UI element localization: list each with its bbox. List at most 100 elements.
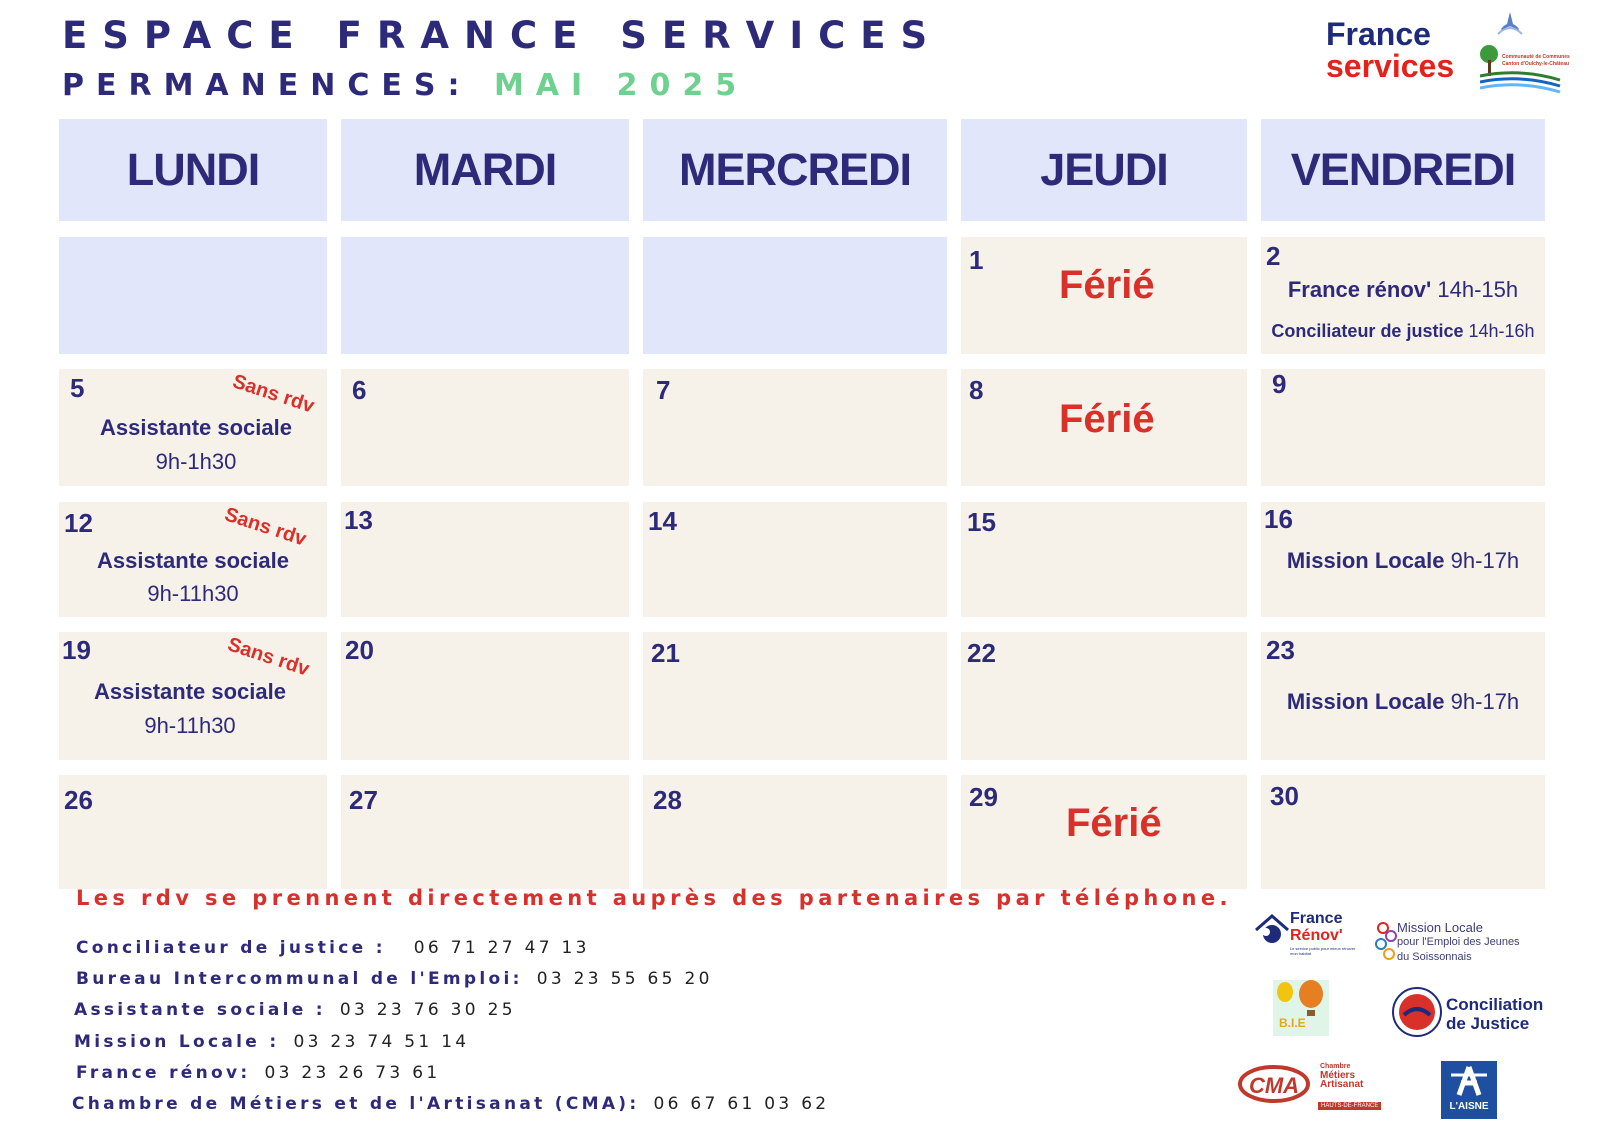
contact-label: Assistante sociale :: [74, 1000, 326, 1020]
day-cell-12: 12 Sans rdv Assistante sociale 9h-11h30: [59, 502, 327, 617]
page-subtitle: PERMANENCES: MAI 2025: [62, 68, 748, 103]
event-name: Assistante sociale: [100, 415, 292, 440]
day-cell-15: 15: [961, 502, 1247, 617]
event-hours: 9h-17h: [1450, 689, 1520, 714]
aisne-logo: L'AISNE: [1441, 1061, 1497, 1119]
france-services-logo: France services: [1326, 18, 1454, 82]
event-hours: 9h-1h30: [155, 449, 237, 474]
contact-label: Bureau Intercommunal de l'Emploi:: [76, 969, 523, 989]
day-number: 14: [648, 506, 677, 536]
day-number: 12: [64, 508, 93, 538]
cma-line1: Chambre: [1320, 1063, 1351, 1070]
subtitle-month: MAI 2025: [493, 68, 749, 103]
contact-phone: 06 71 27 47 13: [413, 938, 590, 958]
day-number: 22: [967, 638, 996, 668]
event-conciliateur: Conciliateur de justice 14h-16h: [1261, 321, 1545, 342]
event-name: Assistante sociale: [94, 679, 286, 704]
day-cell-27: 27: [341, 775, 629, 889]
day-cell-22: 22: [961, 632, 1247, 760]
header-vendredi: VENDREDI: [1261, 119, 1545, 221]
day-number: 1: [969, 245, 984, 275]
page-title: ESPACE FRANCE SERVICES: [62, 14, 943, 57]
day-number: 28: [653, 785, 682, 815]
conciliation-line1: Conciliation: [1446, 995, 1544, 1014]
day-number: 9: [1272, 369, 1287, 399]
ferie-label: Férié: [1059, 397, 1155, 441]
bie-text: B.I.E: [1279, 1016, 1306, 1030]
mission-locale-line2: pour l'Emploi des Jeunes: [1397, 936, 1520, 948]
renov-line2: Rénov': [1290, 927, 1343, 944]
day-number: 15: [967, 507, 996, 537]
event-hours: 14h-15h: [1437, 277, 1519, 302]
contact-label: France rénov:: [76, 1063, 251, 1083]
day-cell-8: 8 Férié: [961, 369, 1247, 486]
day-number: 20: [345, 635, 374, 665]
contact-label: Mission Locale :: [74, 1032, 280, 1052]
cma-mark: CMA: [1238, 1065, 1310, 1103]
france-renov-logo: France Rénov' Le service public pour mie…: [1252, 910, 1362, 966]
mission-locale-line3: du Soissonnais: [1397, 951, 1472, 963]
conciliation-line2: de Justice: [1446, 1014, 1530, 1033]
justice-emblem-icon: [1392, 987, 1442, 1037]
aisne-emblem-icon: [1451, 1066, 1487, 1096]
day-number: 27: [349, 785, 378, 815]
day-number: 26: [64, 785, 93, 815]
contact-cma: Chambre de Métiers et de l'Artisanat (CM…: [72, 1094, 829, 1114]
event-name: Mission Locale: [1286, 548, 1445, 573]
contact-phone: 06 67 61 03 62: [653, 1094, 830, 1114]
day-number: 30: [1270, 781, 1299, 811]
event-hours: 9h-11h30: [144, 713, 236, 738]
renov-line1: France: [1290, 910, 1343, 927]
sans-rdv-label: Sans rdv: [229, 370, 317, 418]
house-icon: [1255, 914, 1289, 943]
appointment-notice: Les rdv se prennent directement auprès d…: [76, 886, 1232, 910]
day-cell-1: 1 Férié: [961, 237, 1247, 354]
event-mission-locale: Mission Locale 9h-17h: [1261, 548, 1545, 574]
sans-rdv-label: Sans rdv: [221, 503, 309, 551]
event-name: Assistante sociale: [97, 548, 289, 573]
balloon-icon: [1277, 980, 1323, 1016]
header-jeudi: JEUDI: [961, 119, 1247, 221]
day-cell-13: 13: [341, 502, 629, 617]
day-cell-19: 19 Sans rdv Assistante sociale 9h-11h30: [59, 632, 327, 760]
day-cell-5: 5 Sans rdv Assistante sociale 9h-1h30: [59, 369, 327, 486]
day-number: 29: [969, 782, 998, 812]
blank-cell: [643, 237, 947, 354]
blank-cell: [59, 237, 327, 354]
cma-region: HAUTS-DE-FRANCE: [1318, 1102, 1382, 1110]
logo-line-services: services: [1326, 48, 1455, 84]
day-number: 8: [969, 375, 984, 405]
event-hours: 14h-16h: [1468, 321, 1535, 341]
day-number: 23: [1266, 635, 1295, 665]
event-hours: 9h-11h30: [147, 581, 239, 606]
ferie-label: Férié: [1059, 263, 1155, 307]
contact-phone: 03 23 74 51 14: [293, 1032, 470, 1052]
contact-france-renov: France rénov: 03 23 26 73 61: [76, 1063, 440, 1083]
day-cell-2: 2 France rénov' 14h-15h Conciliateur de …: [1261, 237, 1545, 354]
day-cell-7: 7: [643, 369, 947, 486]
day-cell-14: 14: [643, 502, 947, 617]
cma-line3: Artisanat: [1320, 1079, 1364, 1090]
contact-phone: 03 23 55 65 20: [536, 969, 713, 989]
day-number: 13: [344, 505, 373, 535]
day-cell-9: 9: [1261, 369, 1545, 486]
header-mardi: MARDI: [341, 119, 629, 221]
contact-label: Conciliateur de justice :: [76, 938, 386, 958]
contact-phone: 03 23 76 30 25: [339, 1000, 516, 1020]
event-name: Conciliateur de justice: [1271, 321, 1464, 341]
cma-logo: CMA Chambre Métiers Artisanat HAUTS-DE-F…: [1238, 1060, 1382, 1116]
mission-locale-line1: Mission Locale: [1397, 920, 1483, 935]
event-hours: 9h-17h: [1450, 548, 1520, 573]
sans-rdv-label: Sans rdv: [224, 633, 312, 681]
day-cell-26: 26: [59, 775, 327, 889]
conciliation-justice-logo: Conciliation de Justice: [1390, 985, 1550, 1037]
cma-line2: Métiers: [1320, 1070, 1356, 1081]
event-name: Mission Locale: [1286, 689, 1445, 714]
logo-line-france: France: [1326, 16, 1431, 52]
contact-label: Chambre de Métiers et de l'Artisanat (CM…: [72, 1094, 640, 1114]
aisne-text: L'AISNE: [1449, 1101, 1489, 1112]
rings-icon: [1375, 922, 1397, 960]
day-number: 19: [62, 635, 91, 665]
day-number: 21: [651, 638, 680, 668]
contact-bie: Bureau Intercommunal de l'Emploi: 03 23 5…: [76, 969, 713, 989]
